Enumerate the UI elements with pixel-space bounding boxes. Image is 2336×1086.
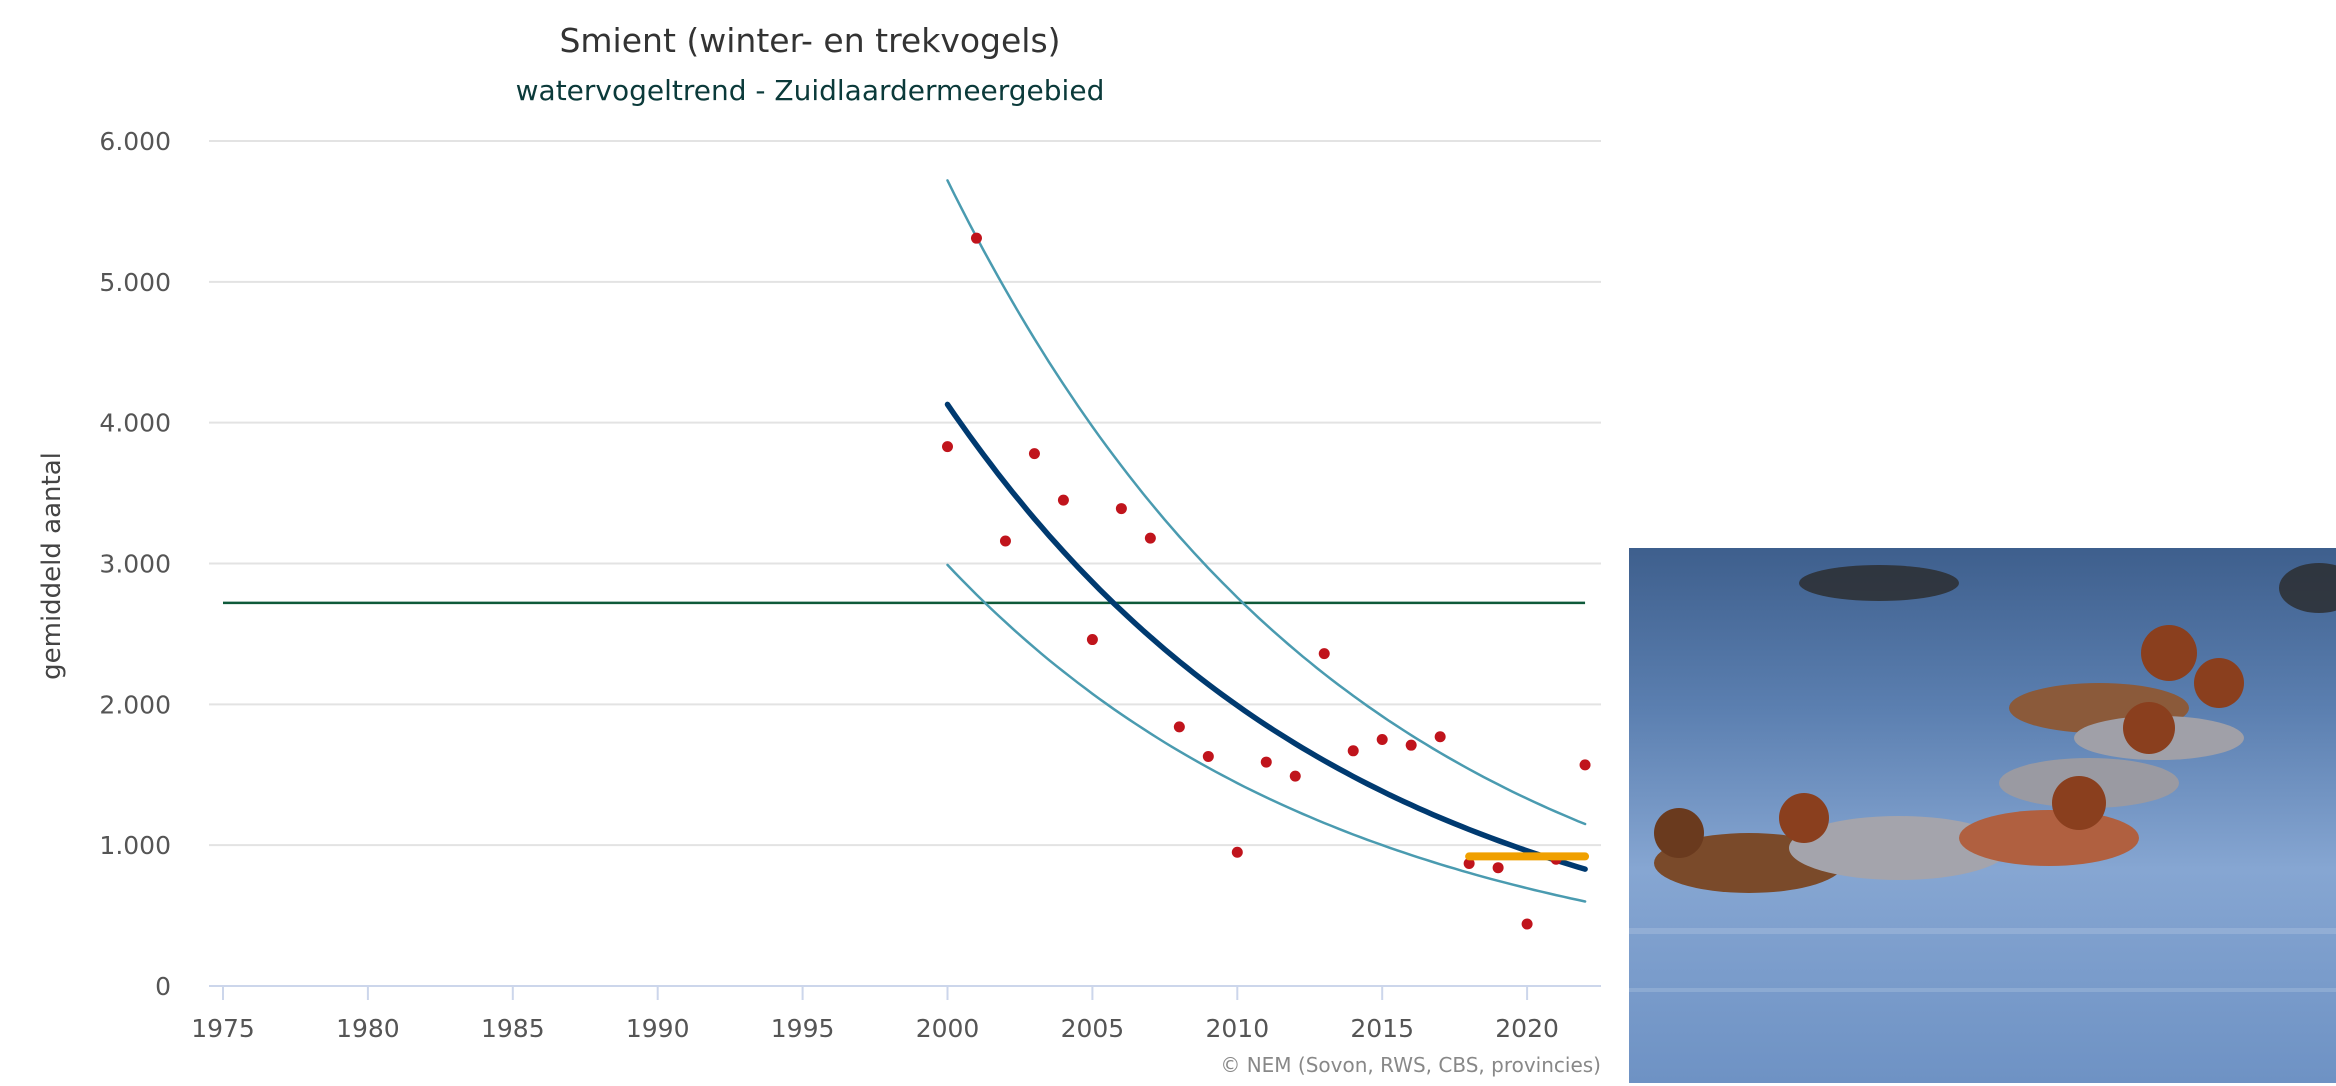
trend-chart: Smient (winter- en trekvogels) watervoge… (37, 21, 1601, 1077)
data-point (1202, 750, 1214, 762)
data-point (1028, 448, 1040, 460)
data-point (1434, 731, 1446, 743)
data-point (1086, 634, 1098, 646)
data-point (1173, 721, 1185, 733)
y-tick-label: 0 (155, 972, 171, 1001)
y-tick-label: 1.000 (99, 831, 171, 860)
y-tick-label: 4.000 (99, 409, 171, 438)
x-tick-label: 1975 (191, 1014, 255, 1043)
data-point (1057, 494, 1069, 506)
x-tick-label: 1985 (481, 1014, 545, 1043)
x-tick-label: 2005 (1061, 1014, 1125, 1043)
data-point (1492, 862, 1504, 874)
x-tick-label: 1990 (626, 1014, 690, 1043)
data-point (1463, 857, 1475, 869)
x-tick-label: 1980 (336, 1014, 400, 1043)
lower-confidence-band (946, 563, 1587, 903)
data-point (1289, 770, 1301, 782)
x-tick-label: 1995 (771, 1014, 835, 1043)
data-point (1115, 503, 1127, 515)
data-point (1405, 739, 1417, 751)
data-point (1144, 532, 1156, 544)
data-point (1347, 745, 1359, 757)
data-point (999, 535, 1011, 547)
data-point (970, 232, 982, 244)
trend-line (944, 401, 1588, 872)
data-point (1579, 759, 1591, 771)
chart-title: Smient (winter- en trekvogels) (559, 21, 1060, 60)
wigeon-photo (1629, 548, 2336, 1083)
duck-illustration (1629, 563, 2336, 992)
upper-confidence-band (946, 179, 1587, 826)
y-tick-label: 6.000 (99, 127, 171, 156)
data-point (1521, 918, 1533, 930)
x-tick-label: 2020 (1495, 1014, 1559, 1043)
y-axis-label: gemiddeld aantal (37, 452, 67, 680)
data-point (1376, 734, 1388, 746)
data-point (942, 441, 953, 453)
chart-subtitle: watervogeltrend - Zuidlaardermeergebied (516, 74, 1105, 107)
x-tick-label: 2010 (1205, 1014, 1269, 1043)
x-tick-label: 2015 (1350, 1014, 1414, 1043)
data-point (1260, 756, 1272, 768)
y-tick-label: 3.000 (99, 550, 171, 579)
data-point (1231, 846, 1243, 858)
y-tick-label: 5.000 (99, 268, 171, 297)
data-point (1318, 648, 1330, 660)
credit-text[interactable]: © NEM (Sovon, RWS, CBS, provincies) (1220, 1053, 1601, 1077)
y-tick-label: 2.000 (99, 690, 171, 719)
x-tick-label: 2000 (916, 1014, 980, 1043)
